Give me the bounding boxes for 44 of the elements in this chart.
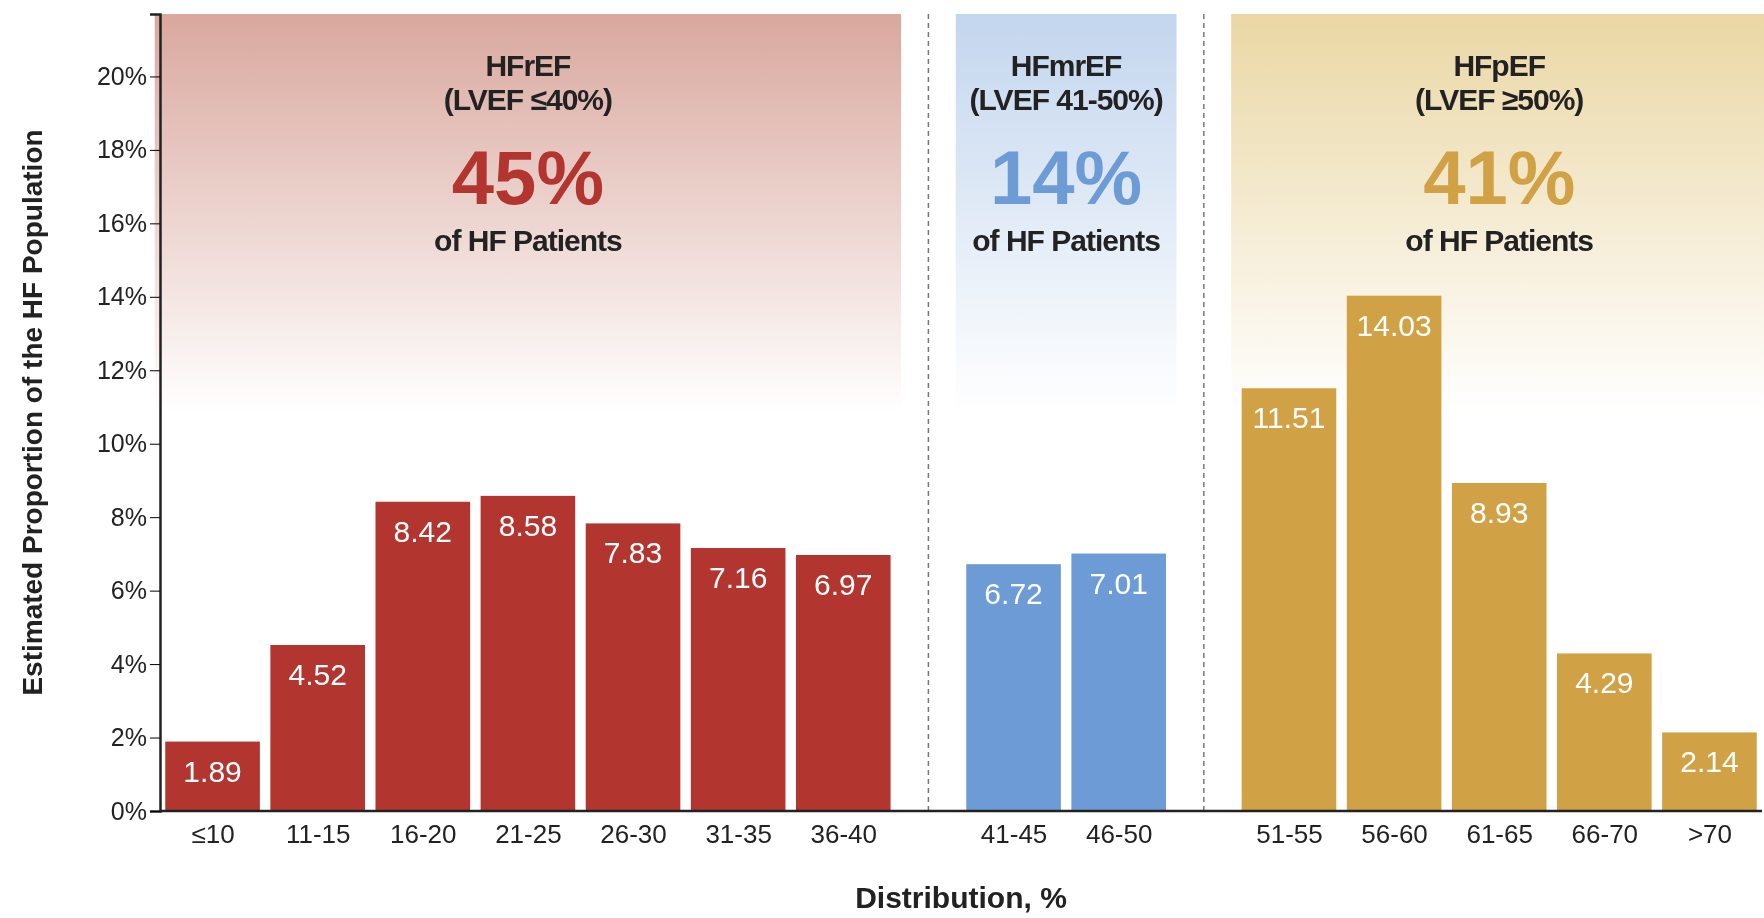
data-label: 7.83 — [603, 536, 663, 570]
x-tick-label: ≤10 — [191, 819, 235, 850]
x-axis-title: Distribution, % — [855, 881, 1067, 914]
y-tick-label: 10% — [96, 429, 147, 458]
data-label: 8.93 — [1470, 496, 1529, 530]
x-tick-label: 26-30 — [600, 819, 667, 850]
y-tick-label: 20% — [96, 61, 147, 90]
data-label: 6.72 — [984, 577, 1043, 611]
x-tick-label: 16-20 — [390, 819, 457, 850]
y-tick-label: 4% — [110, 649, 147, 678]
x-tick-label: 61-65 — [1466, 819, 1533, 850]
data-label: 4.52 — [288, 657, 347, 691]
data-label: 8.58 — [498, 508, 558, 542]
x-tick-label: 51-55 — [1256, 819, 1323, 850]
x-tick-label: 46-50 — [1085, 819, 1153, 850]
data-label: 11.51 — [1252, 401, 1326, 435]
y-tick-label: 16% — [96, 208, 147, 237]
y-tick-label: 2% — [110, 723, 147, 752]
data-label: 6.97 — [814, 568, 873, 602]
x-tick-label: 31-35 — [705, 819, 772, 850]
x-tick-label: 56-60 — [1361, 819, 1428, 850]
x-tick-label: 36-40 — [810, 819, 878, 850]
x-tick-label: 66-70 — [1571, 819, 1639, 850]
y-tick-label: 12% — [96, 355, 147, 384]
x-tick-label: 11-15 — [285, 819, 351, 850]
band-label: HFpEF (LVEF ≥50%) 41% of HF Patients — [1405, 49, 1594, 257]
data-label: 8.42 — [393, 514, 452, 548]
y-tick-label: 6% — [110, 576, 147, 605]
data-label: 14.03 — [1356, 308, 1432, 342]
y-axis-title: Estimated Proportion of the HF Population — [17, 129, 48, 696]
data-label: 7.16 — [708, 561, 768, 595]
y-tick-label: 18% — [96, 135, 147, 164]
data-label: 4.29 — [1575, 666, 1634, 700]
x-tick-label: 21-25 — [495, 819, 562, 850]
x-tick-label: 41-45 — [980, 819, 1048, 850]
data-label: 1.89 — [183, 754, 242, 788]
x-tick-label: >70 — [1687, 819, 1732, 850]
y-tick-label: 0% — [110, 796, 147, 825]
band-label: HFrEF (LVEF ≤40%) 45% of HF Patients — [434, 49, 623, 257]
y-tick-label: 14% — [96, 282, 147, 311]
data-label: 7.01 — [1089, 566, 1148, 600]
y-tick-label: 8% — [110, 502, 147, 531]
data-label: 2.14 — [1680, 745, 1739, 779]
band-label: HFmrEF (LVEF 41-50%) 14% of HF Patients — [969, 49, 1163, 257]
